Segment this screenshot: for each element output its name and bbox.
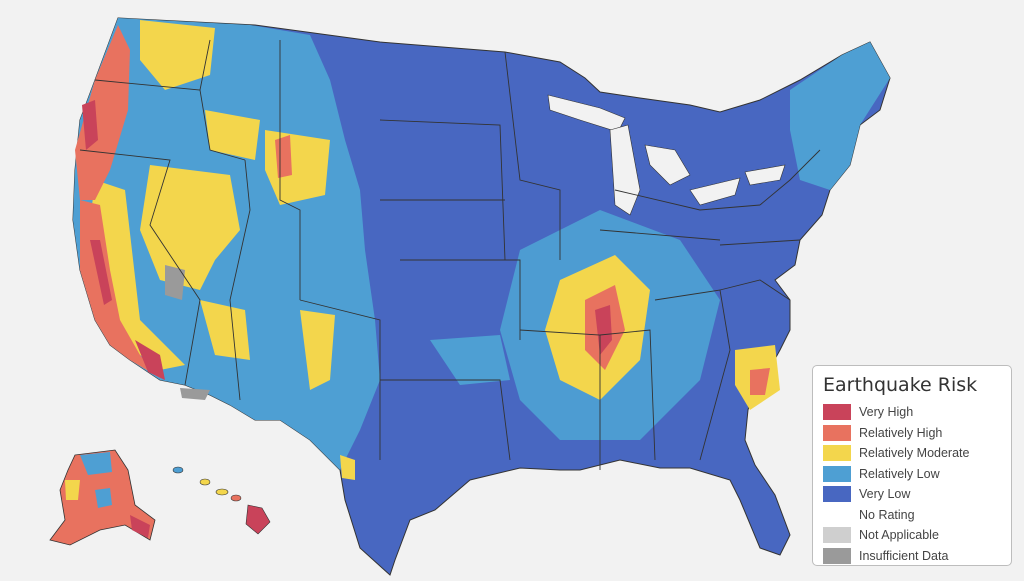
legend-label: Not Applicable xyxy=(859,528,939,543)
oklahoma-low-risk-patch xyxy=(430,335,510,385)
insufficient-data-areas xyxy=(165,265,210,400)
state-boundaries xyxy=(79,39,821,470)
legend-item: Relatively Low xyxy=(823,464,1001,485)
hawaii xyxy=(172,466,271,535)
legend-swatch xyxy=(823,404,851,421)
legend-swatch xyxy=(823,465,851,482)
legend-swatch xyxy=(823,527,851,544)
legend-item: Not Applicable xyxy=(823,525,1001,546)
legend-label: Relatively Low xyxy=(859,466,940,481)
alaska xyxy=(49,449,156,546)
legend-label: Very High xyxy=(859,405,914,420)
legend-item: Very High xyxy=(823,402,1001,423)
map-legend: Earthquake Risk Very High Relatively High… xyxy=(812,365,1012,566)
legend-label: Insufficient Data xyxy=(859,548,949,563)
northeast-low-risk-area xyxy=(790,42,890,190)
legend-item: Relatively High xyxy=(823,423,1001,444)
legend-item: Insufficient Data xyxy=(823,546,1001,567)
charleston-high-zone xyxy=(750,368,770,395)
legend-title: Earthquake Risk xyxy=(823,374,978,396)
legend-label: No Rating xyxy=(859,507,915,522)
legend-label: Relatively Moderate xyxy=(859,446,970,461)
pacific-coast-high-risk-areas xyxy=(75,25,292,380)
legend-item: Relatively Moderate xyxy=(823,443,1001,464)
legend-swatch xyxy=(823,506,851,523)
legend-label: Relatively High xyxy=(859,425,943,440)
new-madrid-very-high-zone xyxy=(595,305,612,355)
legend-swatch xyxy=(823,486,851,503)
legend-items: Very High Relatively High Relatively Moder… xyxy=(823,402,1001,566)
legend-swatch xyxy=(823,445,851,462)
legend-label: Very Low xyxy=(859,487,911,502)
legend-item: Very Low xyxy=(823,484,1001,505)
legend-swatch xyxy=(823,424,851,441)
legend-swatch xyxy=(823,547,851,564)
great-lakes xyxy=(547,94,786,216)
legend-item: No Rating xyxy=(823,505,1001,526)
